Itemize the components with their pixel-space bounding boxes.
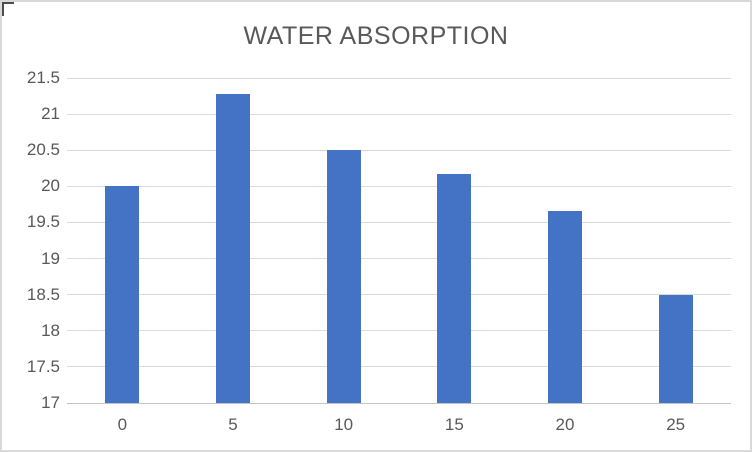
y-axis-tick-label: 20 bbox=[41, 176, 60, 196]
y-axis-tick-label: 17.5 bbox=[26, 356, 60, 376]
x-axis-category-label: 10 bbox=[334, 415, 354, 434]
gridline bbox=[67, 149, 731, 151]
gridline bbox=[67, 77, 731, 79]
bar bbox=[548, 210, 582, 403]
gridline bbox=[67, 294, 731, 296]
x-axis-category-label: 0 bbox=[117, 415, 128, 434]
chart-title: WATER ABSORPTION bbox=[243, 22, 509, 50]
y-axis-tick-label: 19.5 bbox=[26, 212, 60, 232]
bar bbox=[326, 149, 361, 403]
gridline bbox=[67, 221, 731, 223]
x-axis-line bbox=[67, 403, 731, 404]
bar bbox=[216, 93, 250, 403]
y-axis-tick-label: 19 bbox=[41, 248, 60, 268]
bar bbox=[105, 186, 140, 403]
x-axis-category-label: 20 bbox=[555, 415, 575, 434]
screenshot-corner-artifact bbox=[2, 2, 14, 4]
bar bbox=[437, 174, 472, 403]
x-axis-category-label: 15 bbox=[444, 415, 464, 434]
y-axis-tick-label: 20.5 bbox=[26, 140, 60, 160]
x-axis-category-label: 25 bbox=[666, 415, 686, 434]
bar bbox=[658, 295, 693, 403]
y-axis-tick-label: 21 bbox=[41, 104, 60, 124]
y-axis-tick-label: 18 bbox=[41, 320, 60, 340]
y-axis-tick-label: 21.5 bbox=[26, 68, 60, 87]
y-axis-tick-label: 17 bbox=[41, 393, 60, 412]
gridline bbox=[67, 258, 731, 260]
x-axis-category-label: 5 bbox=[228, 415, 238, 434]
y-axis-tick-label: 18.5 bbox=[26, 284, 60, 304]
gridline bbox=[67, 185, 731, 187]
gridline bbox=[67, 330, 731, 332]
gridline bbox=[67, 113, 731, 115]
screenshot-corner-artifact bbox=[2, 2, 4, 16]
gridline bbox=[67, 366, 731, 368]
